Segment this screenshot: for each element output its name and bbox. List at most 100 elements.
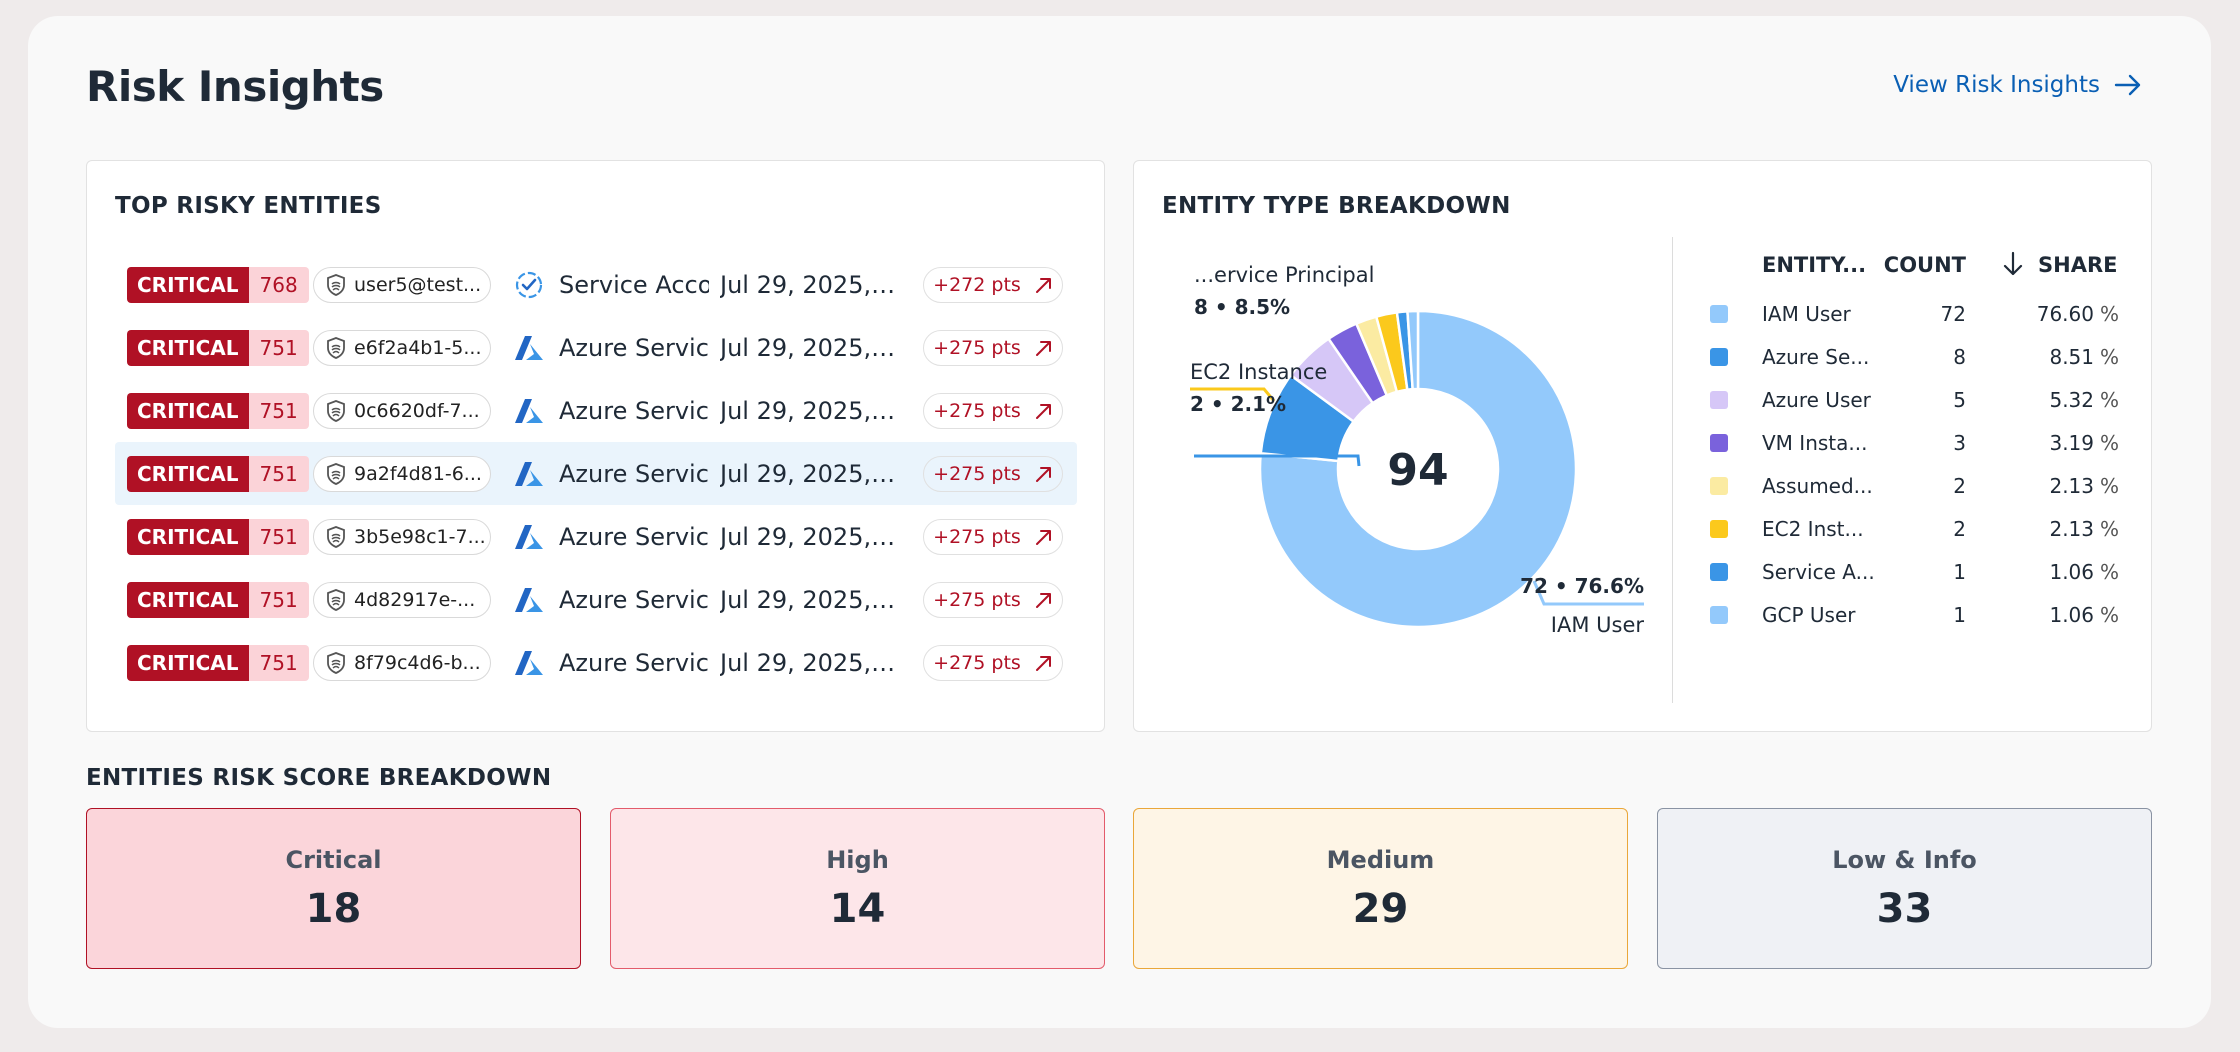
top-risky-entities-panel: TOP RISKY ENTITIES CRITICAL 768 user5@test…: [86, 160, 1105, 732]
percent-sign: %: [2100, 431, 2120, 455]
table-row[interactable]: CRITICAL 751 9a2f4d81-6... Azure Service Jul…: [115, 442, 1077, 505]
points-change: +275 pts: [933, 588, 1021, 611]
azure-icon: [513, 584, 545, 616]
points-change-chip[interactable]: +275 pts: [923, 329, 1063, 366]
entity-type-row[interactable]: GCP User 1 1.06%: [1710, 594, 2130, 637]
legend-swatch: [1710, 520, 1728, 538]
entity-chip[interactable]: 3b5e98c1-7...: [313, 518, 491, 555]
entity-chip[interactable]: 8f79c4d6-b...: [313, 644, 491, 681]
entity-type-count: 8: [1953, 345, 1966, 369]
legend-swatch: [1710, 348, 1728, 366]
entity-type-name: GCP User: [1762, 603, 1856, 627]
severity-badge: CRITICAL 751: [127, 455, 309, 492]
entity-type-count: 72: [1940, 302, 1966, 326]
sp-leader-line: [1194, 454, 1361, 467]
entity-type-row[interactable]: VM Insta... 3 3.19%: [1710, 422, 2130, 465]
table-row[interactable]: CRITICAL 751 e6f2a4b1-5... Azure Service Jul…: [115, 316, 1077, 379]
points-change-chip[interactable]: +275 pts: [923, 392, 1063, 429]
points-change: +275 pts: [933, 525, 1021, 548]
entity-id: 4d82917e-...: [354, 588, 476, 611]
entity-type-row[interactable]: Azure Se... 8 8.51%: [1710, 336, 2130, 379]
entity-type-name: Azure Se...: [1762, 345, 1870, 369]
top-risky-entities-title: TOP RISKY ENTITIES: [115, 193, 382, 219]
percent-sign: %: [2100, 517, 2120, 541]
arrow-up-right-icon: [1035, 402, 1053, 420]
severity-label: CRITICAL: [127, 518, 249, 555]
percent-sign: %: [2100, 302, 2120, 326]
score-box-medium[interactable]: Medium 29: [1133, 808, 1628, 969]
entity-id: e6f2a4b1-5...: [354, 336, 482, 359]
view-risk-insights-link[interactable]: View Risk Insights: [1893, 72, 2142, 98]
entity-type-row[interactable]: IAM User 72 76.60%: [1710, 293, 2130, 336]
score-box-label: Low & Info: [1832, 845, 1977, 874]
column-header-entity[interactable]: ENTITY...: [1762, 253, 1867, 277]
entity-type: Azure Service: [559, 459, 709, 488]
table-row[interactable]: CRITICAL 751 0c6620df-7... Azure Service Jul…: [115, 379, 1077, 442]
entity-type-table-header: ENTITY... COUNT SHARE: [1710, 247, 2130, 293]
score-box-low-info[interactable]: Low & Info 33: [1657, 808, 2152, 969]
legend-swatch: [1710, 563, 1728, 581]
entity-chip[interactable]: e6f2a4b1-5...: [313, 329, 491, 366]
ec2-callout-name: EC2 Instance: [1190, 360, 1327, 384]
entity-type-row[interactable]: Service A... 1 1.06%: [1710, 551, 2130, 594]
entity-type-name: Azure User: [1762, 388, 1871, 412]
severity-badge: CRITICAL 751: [127, 329, 309, 366]
column-header-share[interactable]: SHARE: [2038, 253, 2118, 277]
points-change-chip[interactable]: +275 pts: [923, 644, 1063, 681]
points-change-chip[interactable]: +272 pts: [923, 266, 1063, 303]
entity-type-row[interactable]: Azure User 5 5.32%: [1710, 379, 2130, 422]
identity-shield-icon: [326, 525, 346, 548]
score-box-high[interactable]: High 14: [610, 808, 1105, 969]
arrow-up-right-icon: [1035, 528, 1053, 546]
table-row[interactable]: CRITICAL 751 4d82917e-... Azure Service Jul …: [115, 568, 1077, 631]
entity-type-name: IAM User: [1762, 302, 1851, 326]
entity-type-table: ENTITY... COUNT SHARE IAM User 72 76.60% Az…: [1710, 247, 2130, 637]
sp-callout-name: ...ervice Principal: [1194, 263, 1374, 287]
arrow-up-right-icon: [1035, 339, 1053, 357]
risk-score: 751: [248, 581, 309, 618]
points-change-chip[interactable]: +275 pts: [923, 518, 1063, 555]
score-box-count: 33: [1876, 885, 1933, 932]
azure-icon: [513, 647, 545, 679]
identity-shield-icon: [326, 399, 346, 422]
entity-chip[interactable]: 9a2f4d81-6...: [313, 455, 491, 492]
entity-type-share: 8.51: [2049, 345, 2094, 369]
identity-shield-icon: [326, 462, 346, 485]
entity-type-row[interactable]: EC2 Inst... 2 2.13%: [1710, 508, 2130, 551]
score-box-count: 29: [1352, 885, 1409, 932]
entity-chip[interactable]: 4d82917e-...: [313, 581, 491, 618]
donut-total: 94: [1387, 445, 1448, 496]
arrow-up-right-icon: [1035, 465, 1053, 483]
ec2-callout-value: 2 • 2.1%: [1190, 392, 1286, 416]
donut-chart-area: 94 ...ervice Principal 8 • 8.5% EC2 Inst…: [1134, 161, 1674, 733]
points-change: +275 pts: [933, 399, 1021, 422]
points-change: +275 pts: [933, 651, 1021, 674]
table-row[interactable]: CRITICAL 751 8f79c4d6-b... Azure Service Jul…: [115, 631, 1077, 694]
entity-type-name: VM Insta...: [1762, 431, 1868, 455]
severity-badge: CRITICAL 751: [127, 644, 309, 681]
severity-label: CRITICAL: [127, 392, 249, 429]
column-header-count[interactable]: COUNT: [1883, 253, 1966, 277]
entity-date: Jul 29, 2025, 1...: [720, 396, 900, 425]
sort-arrow-down-icon[interactable]: [2002, 251, 2024, 282]
score-box-critical[interactable]: Critical 18: [86, 808, 581, 969]
entity-type-row[interactable]: Assumed... 2 2.13%: [1710, 465, 2130, 508]
points-change-chip[interactable]: +275 pts: [923, 455, 1063, 492]
arrow-up-right-icon: [1035, 654, 1053, 672]
identity-shield-icon: [326, 273, 346, 296]
severity-label: CRITICAL: [127, 644, 249, 681]
entity-chip[interactable]: user5@test...: [313, 266, 491, 303]
points-change-chip[interactable]: +275 pts: [923, 581, 1063, 618]
entity-chip[interactable]: 0c6620df-7...: [313, 392, 491, 429]
risk-score: 751: [248, 518, 309, 555]
entity-date: Jul 29, 2025, 1...: [720, 522, 900, 551]
table-row[interactable]: CRITICAL 751 3b5e98c1-7... Azure Service Jul…: [115, 505, 1077, 568]
entity-type-share: 1.06: [2049, 603, 2094, 627]
entity-type: Azure Service: [559, 648, 709, 677]
entity-id: 8f79c4d6-b...: [354, 651, 481, 674]
severity-label: CRITICAL: [127, 329, 249, 366]
legend-swatch: [1710, 477, 1728, 495]
points-change: +275 pts: [933, 336, 1021, 359]
entity-type: Service Accou: [559, 270, 709, 299]
